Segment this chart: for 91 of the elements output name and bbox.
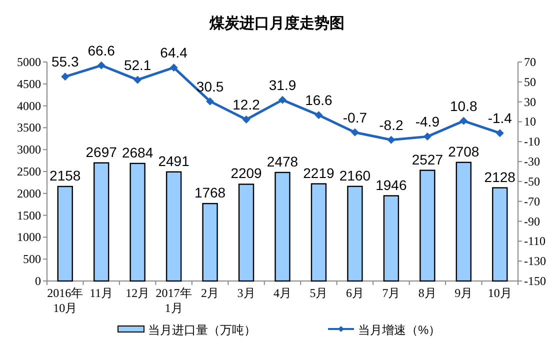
bar (274, 172, 290, 282)
data-label: 12.2 (232, 96, 260, 113)
data-label: 55.3 (51, 54, 79, 70)
y-tick-label: 3000 (17, 142, 41, 157)
bar (166, 171, 182, 282)
bar (94, 162, 110, 282)
y2-tick-label: -130 (524, 254, 546, 268)
point (61, 72, 70, 81)
data-label: 2158 (50, 167, 81, 184)
y2-tick-label: -10 (524, 134, 540, 149)
data-label: -1.4 (488, 110, 512, 126)
point (206, 97, 214, 106)
y2-tick-label: -150 (524, 274, 546, 288)
data-label: -4.9 (415, 114, 440, 130)
point (134, 76, 142, 84)
y2-tick-label: -70 (524, 194, 540, 208)
x-tick-label: 5月 (310, 286, 328, 300)
y-tick-label: 0 (35, 274, 41, 288)
bar (310, 183, 327, 282)
x-tick-label: 7月 (382, 286, 400, 300)
x-tick-label: 4月 (274, 286, 292, 300)
data-label: 1768 (194, 184, 226, 201)
data-label: -8.2 (379, 116, 404, 133)
x-tick-label: 6月 (346, 286, 364, 300)
point (387, 136, 396, 144)
data-label: 2128 (484, 168, 516, 185)
point (350, 128, 359, 136)
x-tick-label: 2017年 1月 (156, 286, 192, 315)
bar (347, 186, 363, 282)
y2-tick-label: -110 (524, 234, 546, 248)
y2-tick-label: 30 (524, 94, 536, 109)
y-tick-label: 2500 (17, 164, 41, 178)
data-label: 16.6 (305, 92, 333, 108)
x-tick-label: 8月 (418, 286, 436, 300)
x-tick-label: 2月 (201, 286, 220, 300)
bar (238, 184, 254, 282)
point (460, 116, 468, 125)
y2-tick-label: 70 (524, 55, 536, 69)
data-label: 2219 (303, 164, 335, 181)
data-label: 30.5 (196, 78, 224, 94)
data-label: 2209 (230, 165, 262, 182)
y-tick-label: 2000 (17, 186, 41, 200)
data-label: 2684 (122, 144, 154, 160)
y-tick-label: 1000 (17, 230, 41, 244)
y2-tick-label: -30 (524, 154, 540, 169)
data-label: 64.4 (160, 44, 188, 61)
y-tick-label: 500 (23, 252, 41, 266)
y2-tick-label: 50 (524, 74, 536, 89)
x-tick-label: 12月 (126, 286, 150, 300)
point (314, 111, 323, 120)
point (496, 129, 504, 138)
bar (202, 202, 218, 282)
data-label: 2491 (158, 152, 190, 169)
bar (130, 162, 146, 282)
data-label: 2708 (448, 143, 480, 160)
x-tick-label: 11月 (90, 286, 114, 300)
bar (420, 170, 436, 282)
point (97, 61, 106, 70)
y2-tick-label: 10 (524, 114, 536, 129)
bar (492, 187, 508, 282)
point (242, 116, 250, 124)
data-label: 31.9 (268, 76, 296, 93)
legend-label: 当月增速（%） (358, 323, 441, 337)
data-label: 2697 (86, 144, 118, 160)
data-label: 2478 (266, 153, 298, 170)
bar (456, 162, 472, 282)
point (278, 96, 286, 104)
data-label: -0.7 (342, 109, 368, 126)
data-label: 2160 (339, 167, 371, 184)
x-tick-label: 3月 (237, 286, 256, 300)
y-tick-label: 5000 (17, 55, 41, 69)
point (423, 132, 432, 141)
y-tick-label: 4500 (17, 76, 41, 91)
x-tick-label: 10月 (488, 286, 512, 300)
y2-tick-label: -50 (524, 174, 540, 188)
data-label: 2527 (412, 151, 444, 168)
bar (57, 186, 73, 282)
y-tick-label: 3500 (17, 120, 41, 135)
y-tick-label: 4000 (17, 98, 41, 113)
data-label: 52.1 (124, 56, 152, 73)
y-tick-label: 1500 (17, 208, 41, 222)
data-label: 1946 (376, 176, 407, 193)
x-tick-label: 9月 (454, 286, 473, 300)
point (170, 64, 178, 72)
bar (383, 195, 400, 282)
data-label: 10.8 (450, 98, 478, 114)
y2-tick-label: -90 (524, 214, 540, 228)
x-tick-label: 2016年 10月 (47, 286, 84, 315)
legend-label: 当月进口量（万吨） (148, 323, 256, 337)
chart-title: 煤炭进口月度走势图 (208, 14, 344, 32)
data-label: 66.6 (88, 42, 116, 58)
